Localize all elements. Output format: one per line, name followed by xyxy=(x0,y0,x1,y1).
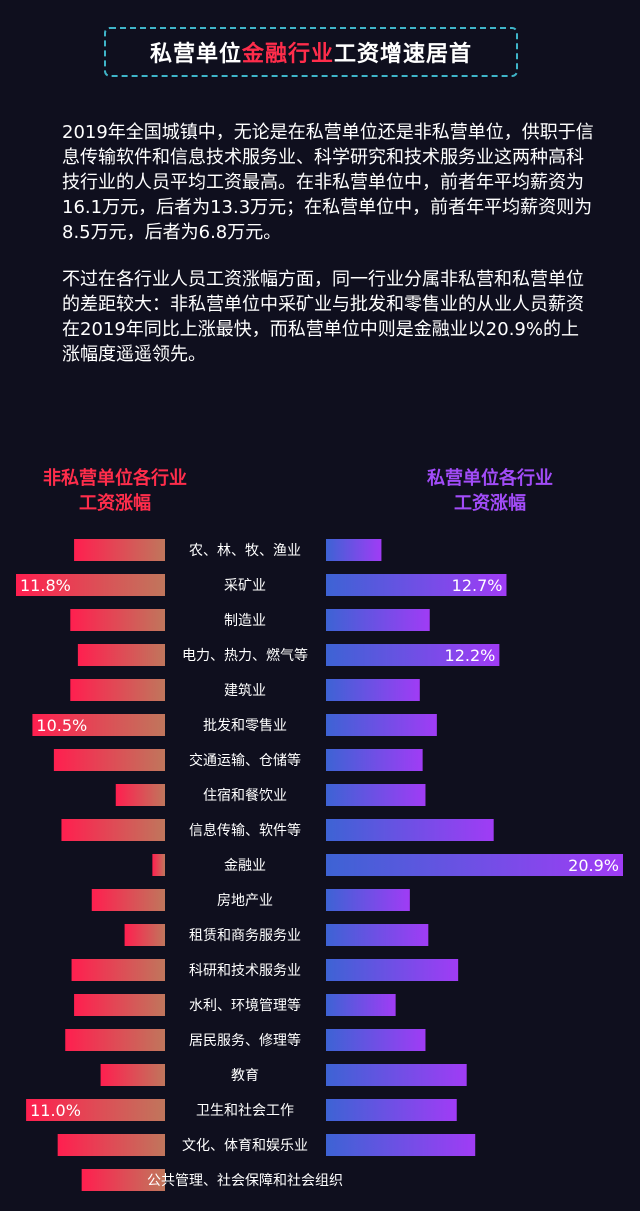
legend-private: 私营单位各行业 工资涨幅 xyxy=(390,466,590,516)
intro-paragraph-2: 不过在各行业人员工资涨幅方面，同一行业分属非私营和私营单位的差距较大：非私营单位… xyxy=(62,269,584,365)
bar-private-4 xyxy=(326,679,420,701)
label-private-3: 12.2% xyxy=(445,646,496,665)
legend-private-line1: 私营单位各行业 xyxy=(427,468,553,489)
title-pre: 私营单位 xyxy=(149,42,242,67)
bar-non-private-17 xyxy=(57,1134,165,1156)
bar-private-16 xyxy=(326,1099,457,1121)
bar-non-private-16 xyxy=(26,1099,165,1121)
category-label-2: 制造业 xyxy=(224,613,266,629)
bar-private-0 xyxy=(326,539,382,561)
bar-non-private-1 xyxy=(16,574,165,596)
category-label-0: 农、林、牧、渔业 xyxy=(189,543,301,559)
bar-private-14 xyxy=(326,1029,426,1051)
category-label-9: 金融业 xyxy=(224,858,266,874)
bar-non-private-10 xyxy=(91,889,165,911)
bar-private-9 xyxy=(326,854,623,876)
label-non-private-16: 11.0% xyxy=(30,1101,81,1120)
bar-private-13 xyxy=(326,994,396,1016)
bar-non-private-18 xyxy=(81,1169,165,1191)
category-label-8: 信息传输、软件等 xyxy=(189,822,301,839)
category-label-15: 教育 xyxy=(231,1068,259,1084)
bar-private-15 xyxy=(326,1064,467,1086)
category-label-6: 交通运输、仓储等 xyxy=(189,752,301,769)
category-label-10: 房地产业 xyxy=(217,893,273,909)
page-title: 私营单位 金融行业 工资增速居首 xyxy=(104,27,518,77)
legend-non-private: 非私营单位各行业 工资涨幅 xyxy=(15,466,215,516)
category-label-5: 批发和零售业 xyxy=(203,718,287,734)
category-label-1: 采矿业 xyxy=(224,578,266,594)
bar-private-3 xyxy=(326,644,500,666)
bar-non-private-5 xyxy=(32,714,165,736)
intro-text: 2019年全国城镇中，无论是在私营单位还是非私营单位，供职于信息传输软件和信息技… xyxy=(62,120,594,389)
category-label-3: 电力、热力、燃气等 xyxy=(182,647,308,664)
category-label-4: 建筑业 xyxy=(224,683,266,699)
bar-private-17 xyxy=(326,1134,476,1156)
bar-non-private-15 xyxy=(100,1064,165,1086)
bar-private-10 xyxy=(326,889,410,911)
bar-non-private-14 xyxy=(65,1029,165,1051)
label-non-private-1: 11.8% xyxy=(20,576,71,595)
bar-non-private-2 xyxy=(70,609,165,631)
bar-private-11 xyxy=(326,924,429,946)
bar-non-private-11 xyxy=(124,924,165,946)
legend-non-private-line2: 工资涨幅 xyxy=(79,493,151,514)
title-highlight: 金融行业 xyxy=(241,42,334,67)
category-label-11: 租赁和商务服务业 xyxy=(189,928,301,944)
bar-non-private-7 xyxy=(115,784,165,806)
category-label-13: 水利、环境管理等 xyxy=(189,997,301,1014)
bar-non-private-6 xyxy=(53,749,165,771)
bar-private-12 xyxy=(326,959,459,981)
category-label-14: 居民服务、修理等 xyxy=(189,1032,301,1049)
intro-paragraph-1: 2019年全国城镇中，无论是在私营单位还是非私营单位，供职于信息传输软件和信息技… xyxy=(62,122,594,243)
bar-private-2 xyxy=(326,609,430,631)
bar-non-private-12 xyxy=(71,959,165,981)
category-label-17: 文化、体育和娱乐业 xyxy=(182,1138,308,1154)
category-label-16: 卫生和社会工作 xyxy=(196,1103,294,1119)
label-non-private-5: 10.5% xyxy=(36,716,87,735)
label-private-9: 20.9% xyxy=(568,856,619,875)
category-label-18: 公共管理、社会保障和社会组织 xyxy=(147,1173,343,1189)
bar-private-7 xyxy=(326,784,426,806)
bar-non-private-8 xyxy=(61,819,165,841)
category-label-7: 住宿和餐饮业 xyxy=(203,787,287,804)
bar-private-8 xyxy=(326,819,494,841)
bar-private-6 xyxy=(326,749,423,771)
bar-non-private-9 xyxy=(152,854,165,876)
legend-non-private-line1: 非私营单位各行业 xyxy=(43,468,187,489)
legend-private-line2: 工资涨幅 xyxy=(454,493,526,514)
title-post: 工资增速居首 xyxy=(334,42,473,67)
label-private-1: 12.7% xyxy=(452,576,503,595)
bar-non-private-0 xyxy=(74,539,165,561)
bar-non-private-4 xyxy=(70,679,165,701)
bar-non-private-3 xyxy=(77,644,165,666)
bar-non-private-13 xyxy=(74,994,165,1016)
bar-private-1 xyxy=(326,574,507,596)
category-label-12: 科研和技术服务业 xyxy=(189,963,301,979)
bar-private-5 xyxy=(326,714,437,736)
